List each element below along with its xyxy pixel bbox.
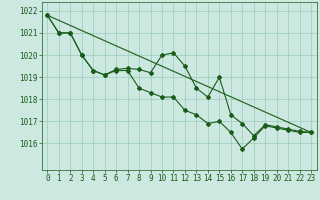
Text: Graphe pression niveau de la mer (hPa): Graphe pression niveau de la mer (hPa) — [60, 184, 260, 193]
